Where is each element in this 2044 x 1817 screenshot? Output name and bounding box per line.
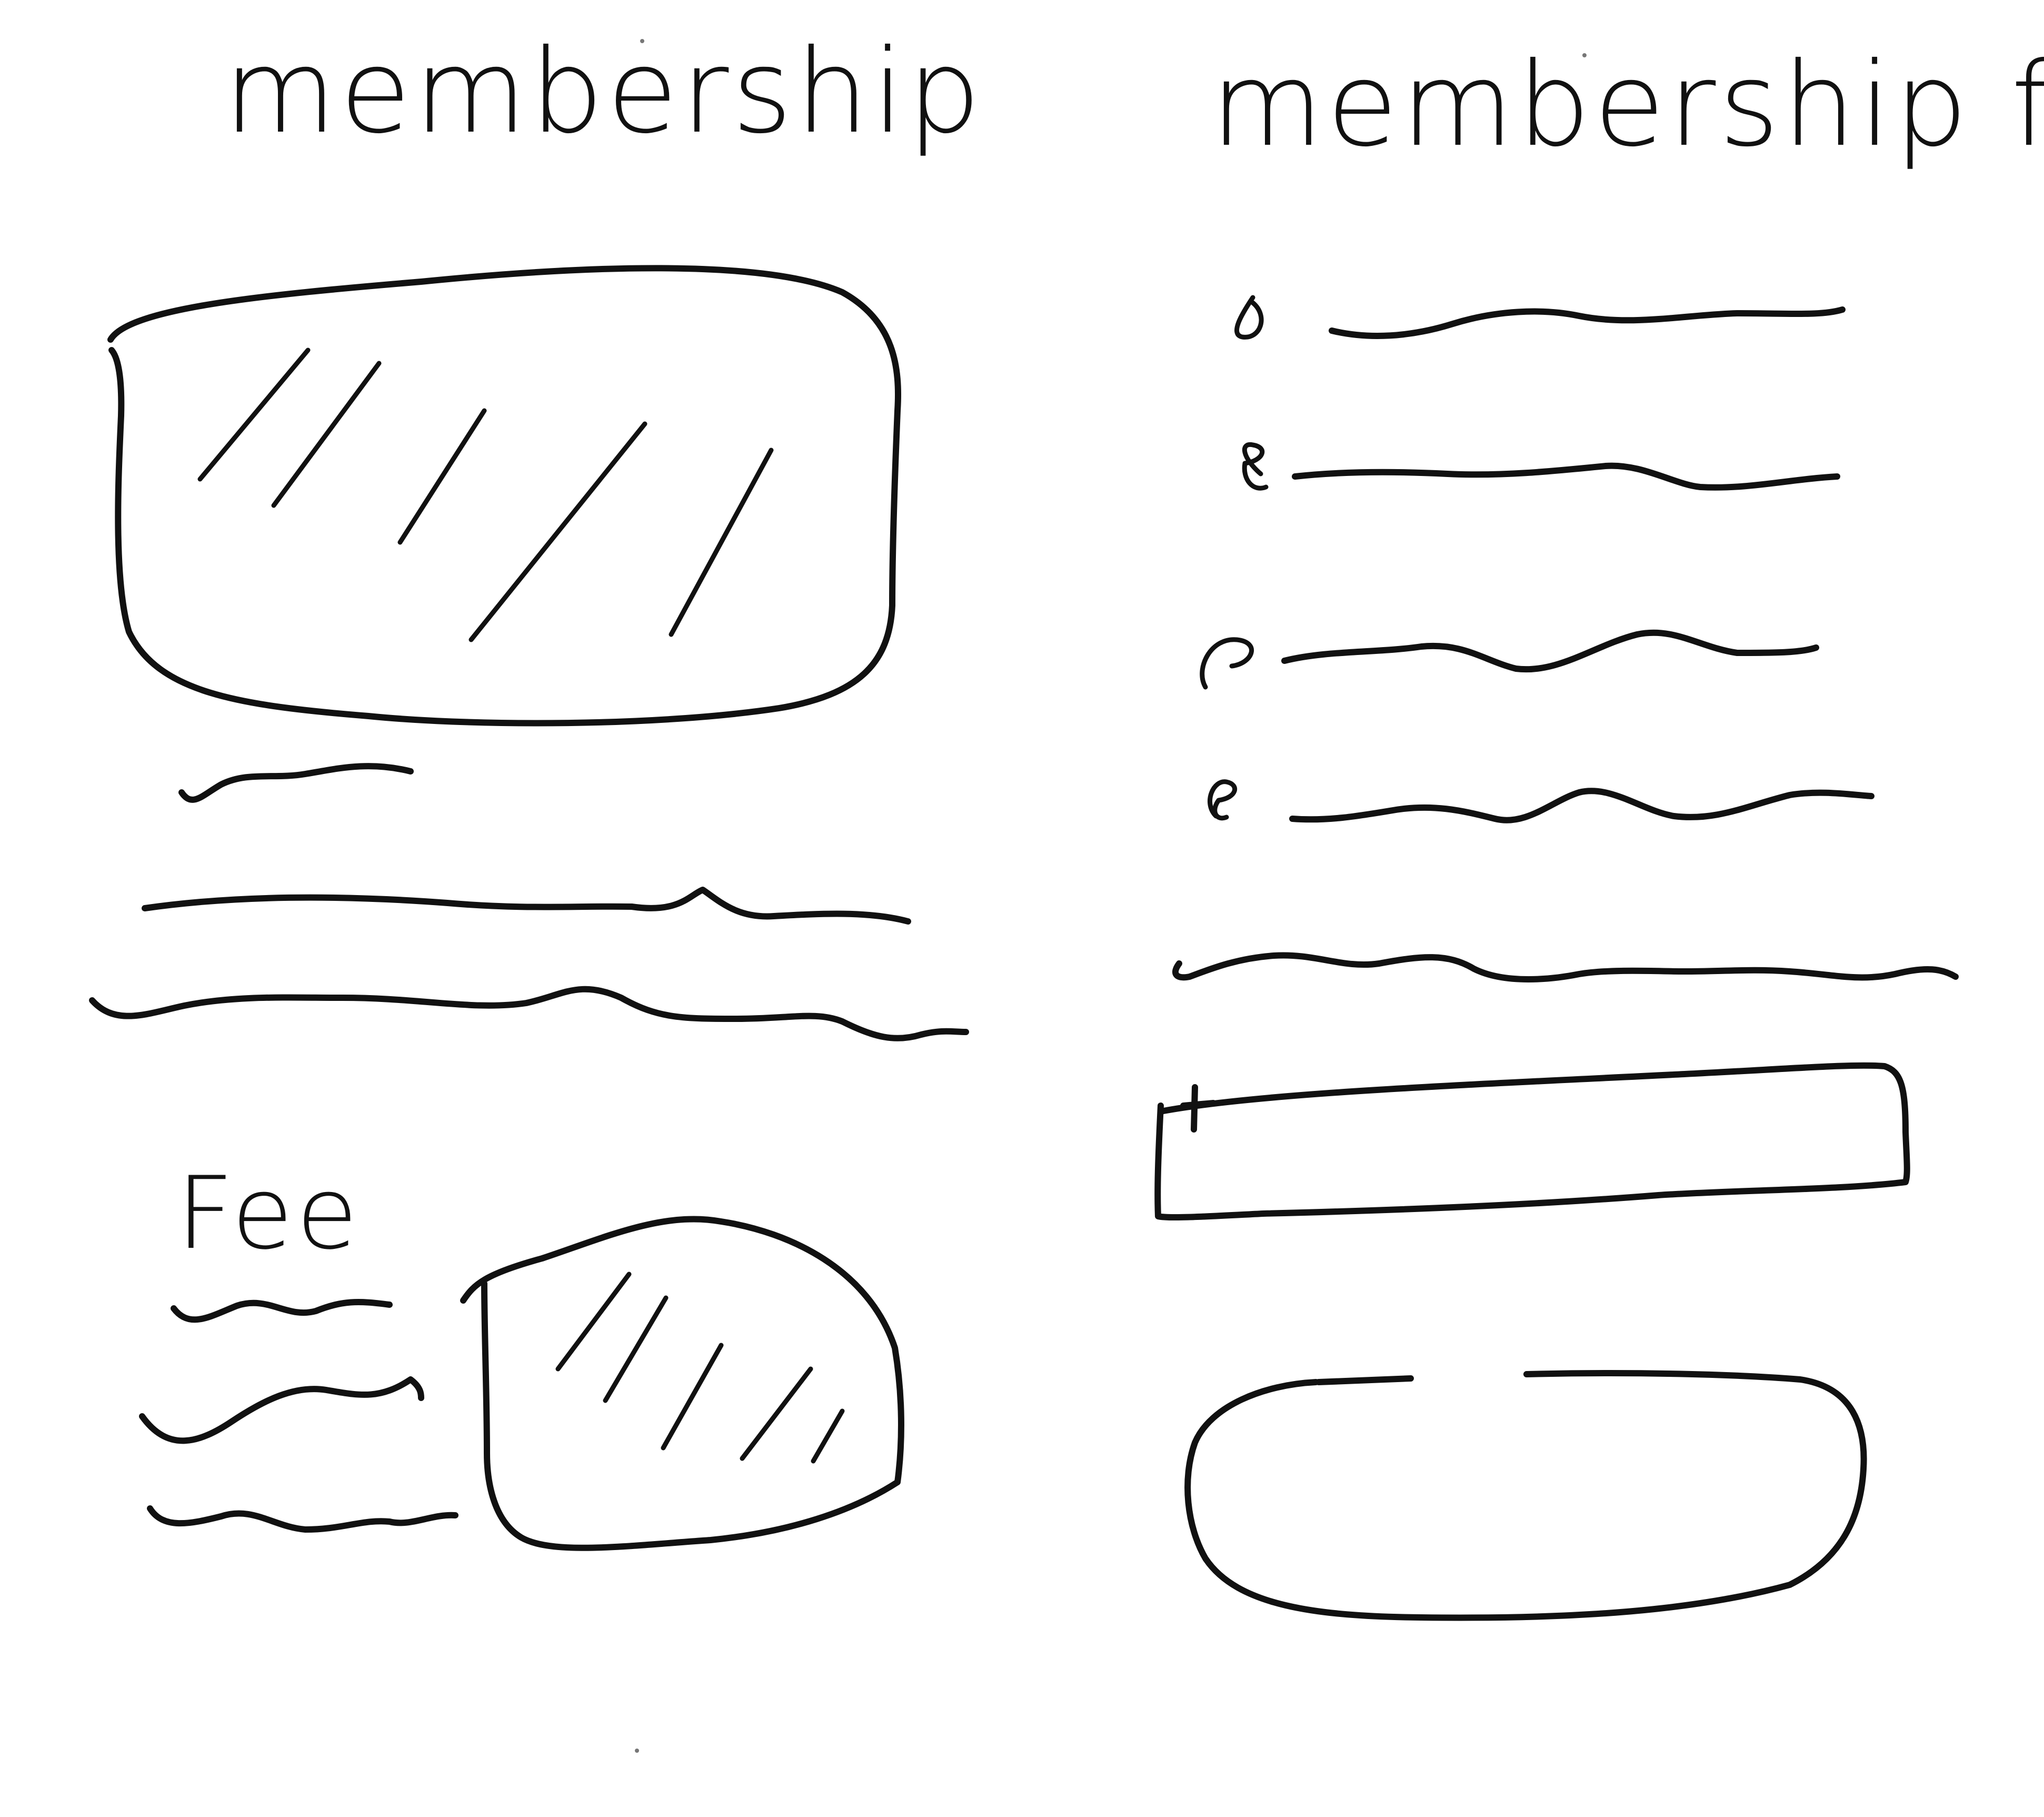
fee-detail-line-3 bbox=[147, 1505, 458, 1533]
form-field-1-bullet bbox=[1234, 295, 1264, 340]
membership-subtitle-line bbox=[178, 763, 414, 803]
fee-image-placeholder bbox=[460, 1216, 904, 1551]
form-field-1[interactable] bbox=[1234, 295, 1846, 340]
form-field-3[interactable] bbox=[1200, 629, 1819, 690]
stray-mark-2 bbox=[1582, 53, 1587, 57]
membership-form-title: membership form bbox=[1211, 37, 2044, 172]
membership-form-panel: membership form bbox=[1154, 37, 2044, 1621]
form-agreement-text-line bbox=[1172, 952, 1959, 982]
form-field-2-bullet bbox=[1242, 442, 1269, 491]
form-field-1-line[interactable] bbox=[1329, 306, 1846, 339]
form-field-3-line[interactable] bbox=[1281, 629, 1819, 673]
membership-description-line-1 bbox=[142, 887, 911, 925]
form-field-4-line[interactable] bbox=[1289, 788, 1875, 823]
stray-mark-1 bbox=[640, 39, 644, 43]
membership-info-panel: membership Fee bbox=[89, 24, 984, 1551]
form-field-3-bullet bbox=[1200, 637, 1254, 690]
form-field-2[interactable] bbox=[1242, 442, 1840, 491]
fee-detail-line-1 bbox=[171, 1299, 393, 1323]
membership-page-title: membership bbox=[224, 24, 984, 159]
hero-image-placeholder bbox=[107, 265, 902, 727]
stray-mark-3 bbox=[635, 1749, 639, 1753]
form-submit-button[interactable] bbox=[1184, 1370, 1867, 1621]
fee-heading: Fee bbox=[176, 1155, 361, 1272]
form-field-2-line[interactable] bbox=[1292, 462, 1840, 491]
fee-detail-line-2 bbox=[139, 1376, 424, 1444]
membership-description-line-2 bbox=[89, 986, 969, 1041]
form-text-input-box[interactable] bbox=[1154, 1062, 1910, 1221]
form-field-4-bullet bbox=[1208, 779, 1238, 821]
form-field-4[interactable] bbox=[1208, 779, 1875, 823]
